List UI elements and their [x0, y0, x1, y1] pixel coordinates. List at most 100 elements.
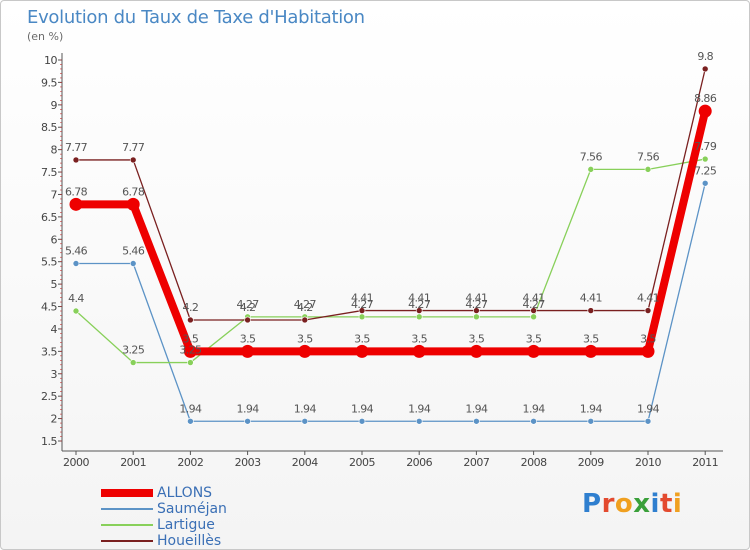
- data-label: 1.94: [408, 402, 431, 415]
- legend-swatch: [101, 540, 153, 542]
- data-label: 4.27: [351, 298, 374, 311]
- legend-item: ALLONS: [101, 485, 227, 501]
- data-point: [72, 260, 80, 267]
- data-point: [701, 65, 709, 73]
- logo-letter: x: [633, 489, 651, 519]
- data-point: [129, 359, 137, 366]
- data-label: 7.77: [65, 141, 88, 154]
- data-label: 4.41: [408, 292, 430, 305]
- data-point: [530, 307, 537, 314]
- data-point: [358, 307, 366, 314]
- legend-item: Lartigue: [101, 517, 227, 533]
- data-point: [698, 104, 712, 118]
- y-tick-label: 2.5: [41, 390, 57, 403]
- data-label: 6.78: [65, 185, 88, 198]
- data-label: 3.5: [297, 332, 313, 345]
- series-line: [76, 183, 706, 422]
- data-point: [584, 344, 598, 358]
- data-label: 3.5: [411, 332, 427, 345]
- data-label: 6.78: [122, 185, 145, 198]
- data-point: [187, 359, 194, 366]
- data-label: 5.46: [122, 244, 145, 257]
- data-point: [69, 197, 83, 211]
- data-point: [415, 313, 423, 321]
- legend-label: Lartigue: [157, 517, 215, 533]
- data-label: 1.94: [465, 402, 488, 415]
- data-label: 3.5: [354, 332, 370, 345]
- x-tick-label: 2010: [635, 456, 661, 469]
- data-point: [183, 344, 197, 358]
- data-point: [587, 166, 595, 173]
- data-label: 3.5: [583, 332, 599, 345]
- data-label: 4.27: [237, 298, 260, 311]
- data-point: [527, 344, 541, 358]
- data-point: [301, 316, 309, 324]
- data-point: [72, 307, 80, 315]
- data-point: [469, 344, 483, 358]
- legend-swatch: [101, 524, 153, 526]
- data-label: 4.4: [68, 292, 84, 305]
- data-point: [298, 344, 312, 358]
- y-tick-label: 9.5: [41, 76, 57, 89]
- x-tick-label: 2003: [235, 456, 261, 469]
- legend-item: Houeillès: [101, 533, 227, 549]
- y-tick-label: 5.5: [41, 256, 57, 269]
- data-label: 7.77: [122, 141, 145, 154]
- data-label: 3.5: [526, 332, 542, 345]
- data-point: [129, 156, 137, 164]
- data-label: 7.25: [694, 164, 717, 177]
- y-tick-label: 4: [51, 323, 58, 336]
- data-point: [473, 307, 480, 314]
- y-tick-label: 5: [51, 278, 58, 291]
- data-point: [644, 166, 652, 173]
- data-label: 1.94: [637, 402, 660, 415]
- y-tick-label: 1.5: [41, 435, 57, 448]
- data-point: [126, 197, 140, 211]
- data-label: 4.2: [297, 301, 313, 314]
- data-label: 3.5: [469, 332, 485, 345]
- logo-letter: t: [659, 489, 673, 519]
- x-tick-label: 2009: [578, 456, 604, 469]
- logo-letter: r: [601, 489, 615, 519]
- data-point: [358, 417, 366, 425]
- data-point: [187, 316, 194, 324]
- series-line: [76, 110, 710, 356]
- data-point: [530, 313, 537, 321]
- legend-swatch: [101, 508, 153, 510]
- data-label: 5.46: [65, 244, 88, 257]
- data-point: [644, 417, 652, 425]
- data-label: 3.5: [640, 332, 656, 345]
- data-point: [241, 344, 255, 358]
- data-point: [473, 417, 480, 425]
- data-label: 7.56: [637, 150, 660, 163]
- y-tick-label: 2: [51, 413, 58, 426]
- data-label: 4.41: [351, 292, 373, 305]
- data-point: [701, 155, 709, 163]
- data-point: [587, 307, 595, 314]
- legend-item: Sauméjan: [101, 501, 227, 517]
- data-label: 9.8: [697, 50, 713, 63]
- data-point: [72, 156, 80, 164]
- logo-letter: o: [614, 489, 634, 519]
- data-label: 7.56: [580, 150, 603, 163]
- x-tick-label: 2006: [406, 456, 432, 469]
- data-point: [415, 417, 423, 425]
- data-label: 3.5: [240, 332, 256, 345]
- y-tick-label: 7.5: [41, 166, 57, 179]
- x-tick-label: 2000: [63, 456, 89, 469]
- y-tick-label: 9: [51, 99, 58, 112]
- data-point: [301, 417, 309, 425]
- data-label: 4.27: [408, 298, 431, 311]
- data-label: 4.41: [580, 292, 602, 305]
- data-point: [473, 313, 480, 321]
- data-point: [415, 307, 423, 314]
- data-point: [644, 307, 652, 314]
- x-tick-label: 2011: [692, 456, 718, 469]
- data-label: 3.5: [183, 332, 199, 345]
- data-label: 4.41: [637, 292, 659, 305]
- proxiti-logo: Proxiti: [582, 489, 682, 519]
- data-label: 1.94: [294, 402, 317, 415]
- data-label: 1.94: [237, 402, 260, 415]
- data-label: 1.94: [351, 402, 374, 415]
- logo-letter: i: [650, 489, 660, 519]
